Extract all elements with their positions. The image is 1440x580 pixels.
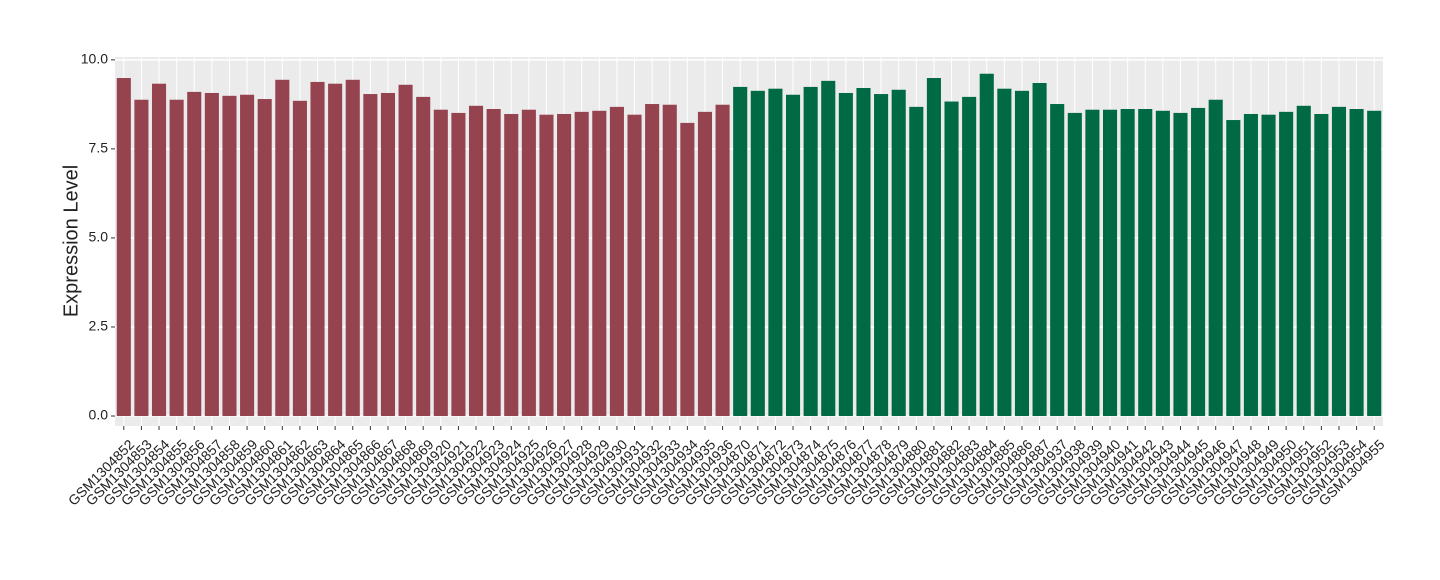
bar <box>821 80 836 417</box>
y-tick-label: 5.0 <box>89 229 109 245</box>
bar <box>521 109 536 417</box>
bar <box>645 104 660 417</box>
bar <box>874 94 889 417</box>
bar <box>222 95 237 417</box>
bar <box>627 114 642 417</box>
bar <box>1367 110 1382 417</box>
bar <box>187 91 202 417</box>
bar <box>486 109 501 417</box>
bar <box>838 92 853 417</box>
bar <box>1050 104 1065 417</box>
plot-panel <box>115 57 1383 426</box>
bar <box>733 86 748 417</box>
bar <box>416 96 431 417</box>
bar <box>398 84 413 417</box>
bar <box>539 114 554 417</box>
bar <box>574 111 589 417</box>
y-tick-label: 0.0 <box>89 407 109 423</box>
bar <box>169 99 184 417</box>
bar <box>1067 112 1082 417</box>
bar <box>962 96 977 417</box>
y-axis-title: Expression Level <box>60 165 82 317</box>
bar <box>345 79 360 417</box>
bar <box>1314 113 1329 417</box>
y-tick-label: 2.5 <box>89 318 109 334</box>
bar <box>1085 109 1100 417</box>
bar <box>768 88 783 417</box>
bar <box>151 83 167 417</box>
bar <box>609 106 624 417</box>
bar <box>310 81 325 417</box>
bar <box>979 73 994 417</box>
bar <box>803 86 818 417</box>
bar <box>785 94 801 417</box>
bar <box>1208 99 1223 417</box>
bar <box>1243 113 1258 417</box>
bar <box>557 113 572 417</box>
bar <box>680 122 695 417</box>
bar <box>909 106 924 417</box>
y-tick-label: 10.0 <box>81 51 108 67</box>
bar <box>1032 83 1047 417</box>
bar <box>856 87 871 417</box>
bar <box>292 100 307 417</box>
bar <box>1173 112 1188 417</box>
bar <box>1120 109 1135 417</box>
bar <box>750 90 765 417</box>
bar <box>1349 109 1364 417</box>
bar <box>134 99 149 417</box>
bar <box>468 105 484 417</box>
bar <box>504 113 519 417</box>
bar <box>257 99 272 417</box>
y-tick-label: 7.5 <box>89 140 109 156</box>
bar <box>1226 120 1241 417</box>
bar <box>1331 106 1347 417</box>
bar <box>275 79 290 417</box>
bar <box>997 88 1012 417</box>
bar <box>451 112 466 417</box>
bar <box>1191 107 1206 417</box>
bar <box>1138 109 1153 417</box>
bar <box>363 94 378 417</box>
bar <box>1279 111 1294 417</box>
bar <box>380 92 396 417</box>
bar <box>1014 90 1030 417</box>
bar <box>240 94 255 417</box>
bar <box>697 111 713 417</box>
bar <box>116 78 131 417</box>
bar <box>715 104 730 417</box>
bar <box>662 104 677 417</box>
bar <box>1261 114 1276 417</box>
bar <box>204 92 219 417</box>
bar <box>1155 110 1170 417</box>
bar <box>926 78 941 417</box>
bar <box>328 83 343 417</box>
bar <box>891 89 906 417</box>
bar <box>944 101 959 417</box>
bar <box>592 110 607 417</box>
bar <box>433 109 448 417</box>
bar <box>1296 105 1311 417</box>
bar <box>1102 109 1118 417</box>
